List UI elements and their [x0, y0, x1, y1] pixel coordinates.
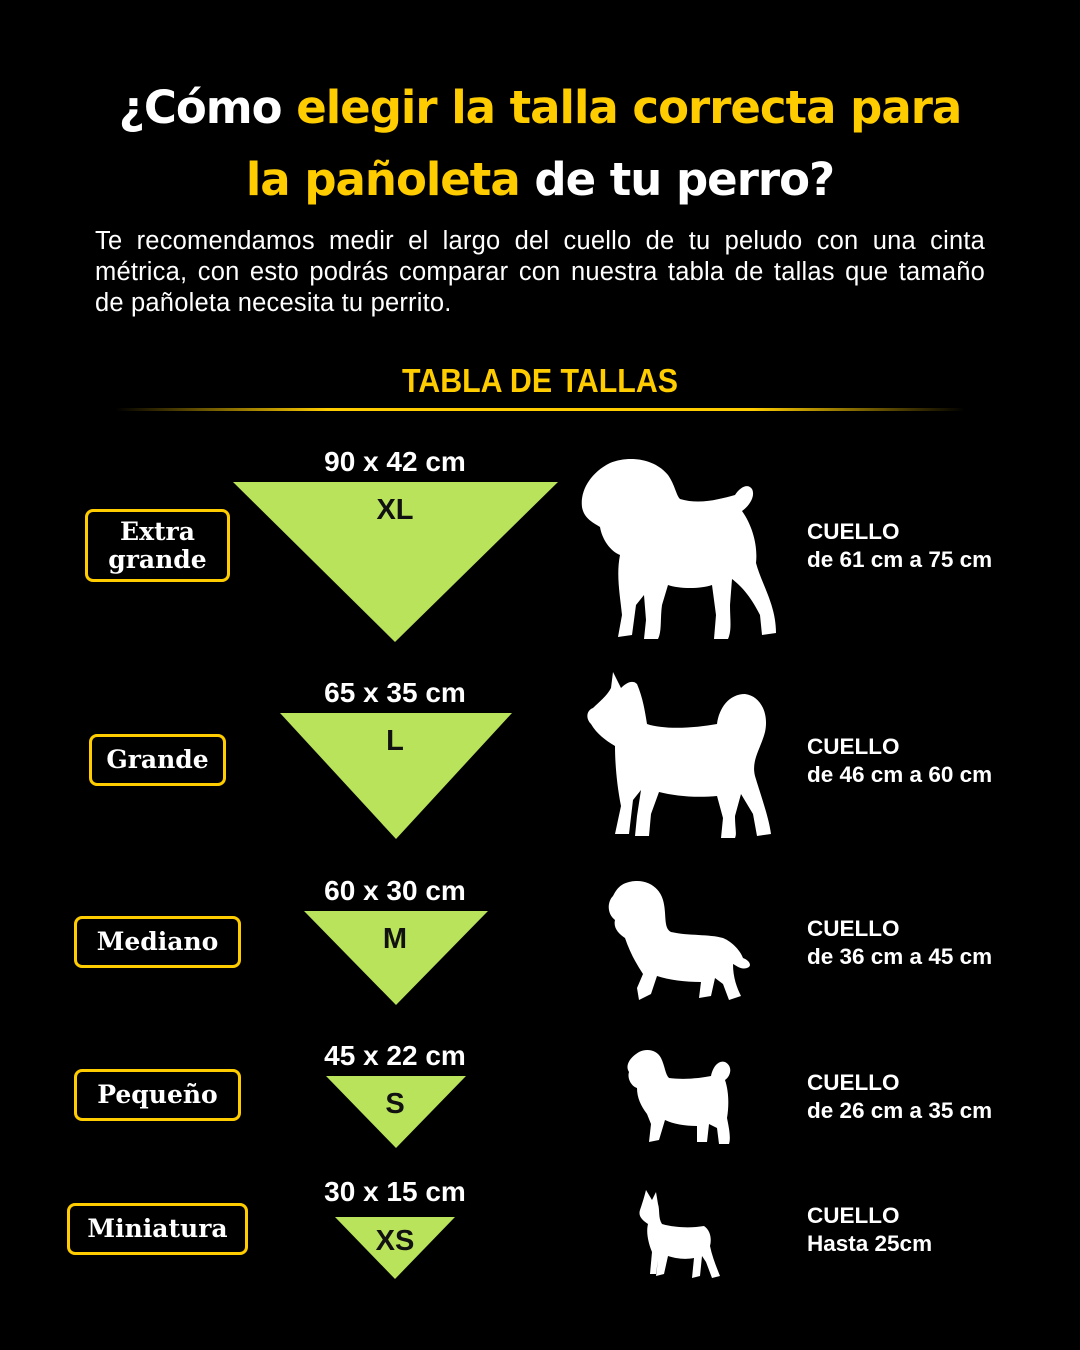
divider-line [115, 408, 965, 411]
table-title: TABLA DE TALLAS [401, 362, 678, 399]
title-white-2: de tu perro? [519, 153, 835, 206]
title-yellow-1: elegir la talla correcta para [296, 81, 962, 134]
neck-s-range: de 26 cm a 35 cm [807, 1098, 993, 1123]
neck-xl-title: CUELLO [807, 519, 900, 544]
neck-xs-title: CUELLO [807, 1203, 900, 1228]
neck-l-title: CUELLO [807, 734, 900, 759]
bandana-s-icon [326, 1076, 466, 1148]
size-label-m-line1: Mediano [96, 927, 219, 956]
pinscher-silhouette-icon [639, 1190, 720, 1278]
title-yellow-2: la pañoleta [245, 153, 521, 206]
dims-s: 45 x 22 cm [324, 1040, 466, 1071]
neck-m: CUELLO de 36 cm a 45 cm [807, 915, 992, 971]
size-label-xs: Miniatura [67, 1203, 248, 1255]
dims-xl: 90 x 42 cm [324, 446, 466, 477]
code-s: S [385, 1088, 405, 1120]
neck-m-range: de 36 cm a 45 cm [807, 944, 993, 969]
code-xs: XS [375, 1225, 415, 1257]
title-white-1: ¿Cómo [118, 81, 297, 134]
size-label-xl-line1: Extra [120, 516, 195, 546]
neck-xs: CUELLO Hasta 25cm [807, 1202, 932, 1258]
bandana-xl-icon [233, 482, 558, 642]
size-label-s: Pequeño [74, 1069, 241, 1121]
neck-s-title: CUELLO [807, 1070, 900, 1095]
neck-m-title: CUELLO [807, 916, 900, 941]
bandana-m-icon [304, 911, 488, 1005]
neck-xl: CUELLO de 61 cm a 75 cm [807, 518, 992, 574]
size-label-xs-line1: Miniatura [87, 1214, 228, 1243]
neck-s: CUELLO de 26 cm a 35 cm [807, 1069, 992, 1125]
husky-silhouette-icon [587, 672, 771, 838]
bandana-l-icon [280, 713, 512, 839]
intro-paragraph: Te recomendamos medir el largo del cuell… [95, 227, 985, 317]
code-xl: XL [376, 494, 414, 526]
size-label-l: Grande [89, 734, 226, 786]
page-title: ¿Cómo elegir la talla correcta para la p… [0, 72, 1080, 216]
size-label-l-line1: Grande [106, 745, 209, 774]
dims-xs: 30 x 15 cm [324, 1176, 466, 1207]
neck-xs-range: Hasta 25cm [807, 1231, 933, 1256]
size-label-m: Mediano [74, 916, 241, 968]
spaniel-silhouette-icon [608, 880, 750, 1000]
size-label-xl-line2: grande [108, 544, 207, 574]
neck-l: CUELLO de 46 cm a 60 cm [807, 733, 992, 789]
schnauzer-silhouette-icon [627, 1050, 731, 1144]
size-label-s-line1: Pequeño [97, 1080, 218, 1109]
neck-xl-range: de 61 cm a 75 cm [807, 547, 993, 572]
code-l: L [386, 725, 404, 757]
dims-m: 60 x 30 cm [324, 875, 466, 906]
size-label-xl: Extra grande [85, 509, 230, 582]
dims-l: 65 x 35 cm [324, 677, 466, 708]
neck-l-range: de 46 cm a 60 cm [807, 762, 993, 787]
bandana-xs-icon [335, 1217, 455, 1279]
mastiff-silhouette-icon [581, 459, 776, 639]
code-m: M [382, 923, 408, 955]
